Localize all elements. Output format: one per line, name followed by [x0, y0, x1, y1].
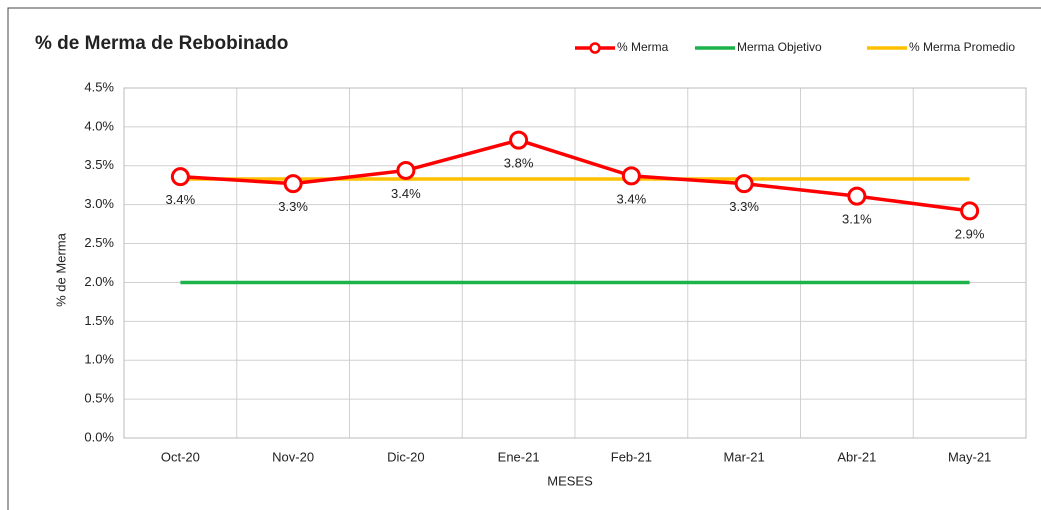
data-point: [734, 174, 754, 194]
data-label: 2.9%: [955, 226, 985, 241]
x-tick-label: May-21: [948, 449, 991, 464]
x-tick-label: Mar-21: [724, 449, 765, 464]
x-tick-label: Dic-20: [387, 449, 425, 464]
y-tick-label: 1.0%: [84, 352, 114, 367]
plot-border: [123, 87, 1027, 439]
data-label: 3.1%: [842, 212, 872, 227]
y-tick-label: 0.5%: [84, 391, 114, 406]
x-tick-label: Oct-20: [161, 449, 200, 464]
y-tick-label: 3.5%: [84, 157, 114, 172]
data-point: [170, 167, 190, 187]
chart-title: % de Merma de Rebobinado: [35, 33, 288, 54]
x-tick-label: Nov-20: [272, 449, 314, 464]
y-tick-label: 1.5%: [84, 313, 114, 328]
data-label: 3.4%: [166, 192, 196, 207]
y-tick-label: 4.0%: [84, 118, 114, 133]
legend-label: Merma Objetivo: [737, 40, 822, 54]
data-label: 3.8%: [504, 156, 534, 171]
y-tick-label: 4.5%: [84, 79, 114, 94]
y-axis-title: % de Merma: [53, 232, 68, 306]
data-point: [396, 160, 416, 180]
legend-label: % Merma: [617, 40, 669, 54]
data-label: 3.3%: [278, 199, 308, 214]
data-label: 3.3%: [729, 199, 759, 214]
legend-label: % Merma Promedio: [909, 40, 1015, 54]
data-label: 3.4%: [391, 186, 421, 201]
legend-marker: [589, 42, 601, 54]
x-axis-title: MESES: [547, 473, 593, 488]
data-point: [509, 130, 529, 150]
data-point: [283, 174, 303, 194]
x-tick-label: Feb-21: [611, 449, 652, 464]
series-line: [180, 138, 970, 213]
chart-frame: [7, 7, 1041, 510]
x-tick-label: Abr-21: [837, 449, 876, 464]
x-tick-label: Ene-21: [498, 449, 540, 464]
data-point: [960, 201, 980, 221]
data-point: [847, 186, 867, 206]
y-tick-label: 3.0%: [84, 196, 114, 211]
y-tick-label: 2.5%: [84, 235, 114, 250]
y-tick-label: 2.0%: [84, 274, 114, 289]
data-label: 3.4%: [617, 191, 647, 206]
data-point: [621, 166, 641, 186]
y-tick-label: 0.0%: [84, 429, 114, 444]
